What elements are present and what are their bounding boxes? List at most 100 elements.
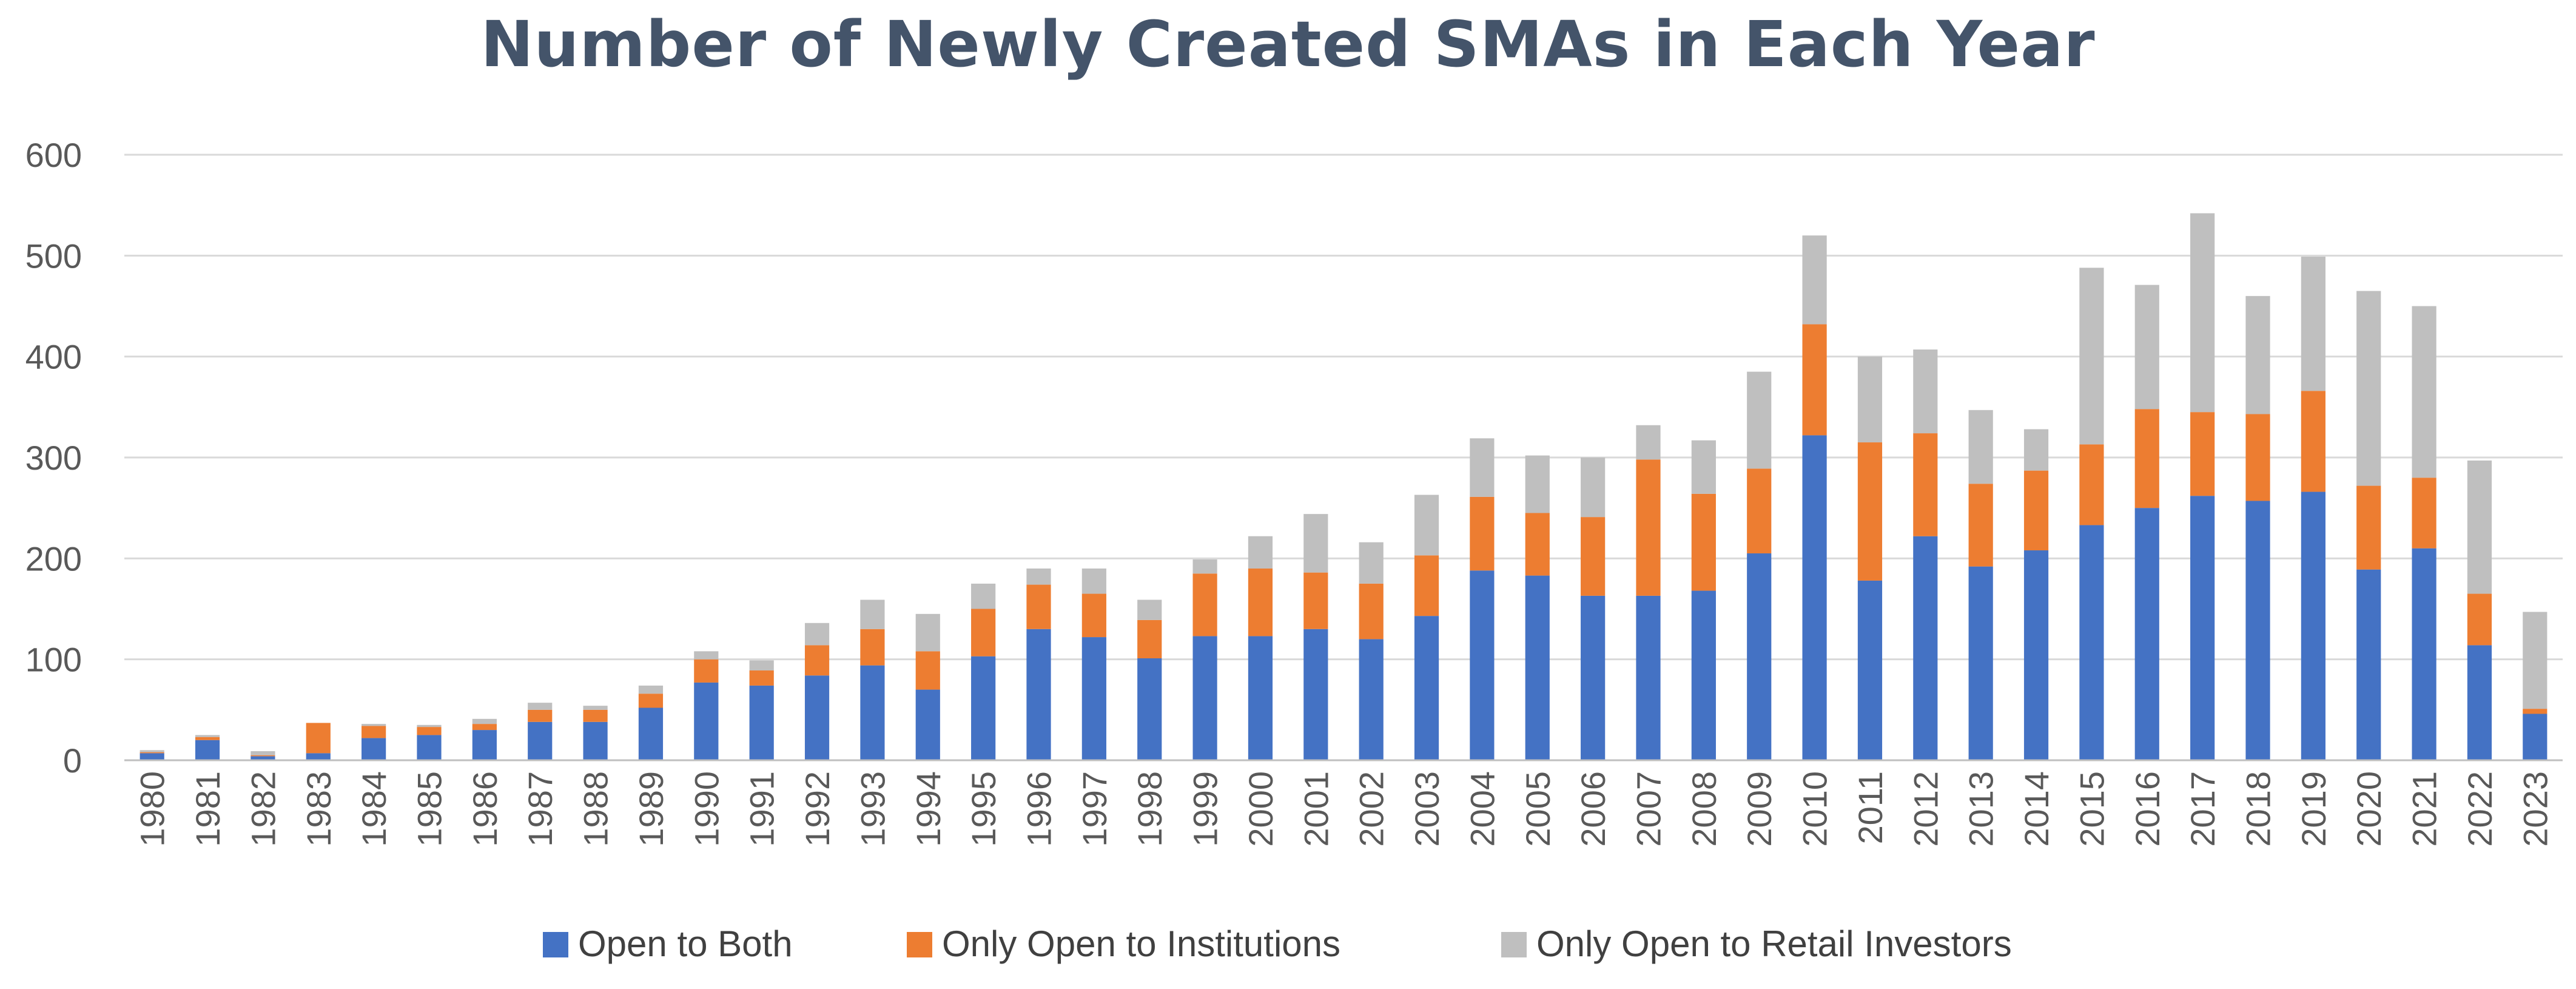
x-tick-label: 2011 <box>1851 771 1889 844</box>
bar-1998-series-2 <box>1137 599 1162 620</box>
bar-2009-series-0 <box>1747 553 1772 760</box>
bar-1982-series-1 <box>251 755 275 757</box>
x-tick-label: 2001 <box>1297 771 1335 847</box>
bar-2005-series-2 <box>1525 455 1550 513</box>
bar-1986-series-0 <box>472 730 497 760</box>
x-tick-label: 1994 <box>909 771 947 847</box>
bar-2016-series-0 <box>2134 508 2159 760</box>
x-tick-label: 2010 <box>1796 771 1834 847</box>
legend-label-1: Only Open to Institutions <box>942 923 1340 964</box>
bar-2012-series-2 <box>1913 349 1938 434</box>
bar-2001-series-2 <box>1303 514 1328 573</box>
bar-1996-series-0 <box>1026 629 1051 760</box>
x-tick-label: 1990 <box>687 771 725 847</box>
x-tick-label: 1989 <box>632 771 670 847</box>
bar-2019-series-1 <box>2301 391 2325 492</box>
y-axis-ticks: 0 100 200 300 400 500 600 <box>25 136 82 780</box>
bar-1984-series-0 <box>362 738 386 760</box>
legend-swatch-0 <box>543 932 568 957</box>
bar-2002-series-2 <box>1359 542 1384 584</box>
bar-2022-series-2 <box>2467 460 2492 594</box>
bar-2000-series-2 <box>1248 536 1273 569</box>
bar-1991-series-2 <box>749 660 774 670</box>
x-tick-label: 1985 <box>411 771 449 847</box>
x-tick-label: 1993 <box>853 771 892 847</box>
x-tick-label: 1987 <box>521 771 559 847</box>
x-tick-label: 1988 <box>577 771 615 847</box>
x-tick-label: 1998 <box>1131 771 1169 847</box>
bar-2020-series-2 <box>2356 291 2381 486</box>
bar-1990-series-2 <box>694 651 719 660</box>
bar-2013-series-0 <box>1968 566 1993 760</box>
bar-2018-series-0 <box>2245 501 2270 760</box>
x-tick-label: 2004 <box>1463 771 1501 847</box>
legend-label-2: Only Open to Retail Investors <box>1536 923 2012 964</box>
x-tick-label: 2014 <box>2017 771 2056 847</box>
bar-1981-series-1 <box>195 737 220 740</box>
bar-2004-series-0 <box>1470 570 1495 760</box>
bar-1996-series-2 <box>1026 568 1051 585</box>
bar-1984-series-2 <box>362 724 386 726</box>
bar-2012-series-1 <box>1913 433 1938 536</box>
bar-2015-series-0 <box>2079 525 2104 760</box>
bar-1994-series-0 <box>915 689 940 760</box>
x-tick-label: 2000 <box>1242 771 1280 847</box>
bar-2012-series-0 <box>1913 536 1938 760</box>
bar-2005-series-1 <box>1525 513 1550 576</box>
x-tick-label: 2013 <box>1962 771 2000 847</box>
bar-2007-series-2 <box>1636 425 1661 460</box>
bar-2013-series-2 <box>1968 410 1993 484</box>
x-axis-ticks: 1980 1981 1982 1983 1984 1985 1986 1987 1988 1989… <box>133 771 2555 847</box>
x-tick-label: 2020 <box>2350 771 2388 847</box>
x-tick-label: 2018 <box>2239 771 2278 847</box>
bar-1990-series-1 <box>694 659 719 683</box>
bar-2018-series-1 <box>2245 414 2270 501</box>
x-tick-label: 1981 <box>189 771 227 847</box>
bar-2019-series-2 <box>2301 256 2325 391</box>
bar-1987-series-1 <box>528 709 553 722</box>
bar-1989-series-1 <box>638 694 664 708</box>
x-tick-label: 2017 <box>2184 771 2222 847</box>
legend-swatch-2 <box>1501 932 1527 957</box>
bar-2016-series-2 <box>2134 285 2159 410</box>
bar-2014-series-1 <box>2023 470 2049 551</box>
y-tick-label: 500 <box>25 237 82 275</box>
bar-1986-series-2 <box>472 718 497 724</box>
x-tick-label: 2007 <box>1630 771 1668 847</box>
x-tick-label: 2021 <box>2406 771 2444 847</box>
x-tick-label: 1996 <box>1020 771 1058 847</box>
x-tick-label: 2003 <box>1408 771 1446 847</box>
bar-1981-series-0 <box>195 740 220 760</box>
bar-1980-series-1 <box>140 752 164 754</box>
bar-2021-series-1 <box>2412 478 2436 549</box>
bar-2020-series-1 <box>2356 485 2381 570</box>
x-tick-label: 1983 <box>300 771 338 847</box>
bar-1987-series-2 <box>528 703 553 710</box>
bar-2002-series-0 <box>1359 639 1384 760</box>
bar-2021-series-0 <box>2412 548 2436 760</box>
bar-2006-series-0 <box>1581 595 1606 760</box>
y-tick-label: 200 <box>25 539 82 578</box>
bar-1984-series-1 <box>362 726 386 738</box>
legend-label-0: Open to Both <box>578 923 793 964</box>
bar-2010-series-1 <box>1802 324 1827 436</box>
bar-2008-series-2 <box>1691 440 1716 494</box>
bar-1999-series-2 <box>1192 559 1217 574</box>
bar-2007-series-1 <box>1636 459 1661 596</box>
bar-2003-series-1 <box>1414 555 1439 616</box>
bar-1987-series-0 <box>528 721 553 760</box>
bar-2001-series-1 <box>1303 572 1328 629</box>
bar-2009-series-2 <box>1747 371 1772 469</box>
y-tick-label: 300 <box>25 439 82 477</box>
bar-2015-series-1 <box>2079 444 2104 525</box>
x-tick-label: 2008 <box>1685 771 1723 847</box>
bar-1992-series-2 <box>804 623 830 646</box>
bar-2014-series-0 <box>2023 550 2049 760</box>
bar-1985-series-2 <box>417 724 442 727</box>
bar-2017-series-1 <box>2190 412 2215 496</box>
bar-2011-series-2 <box>1857 356 1883 443</box>
bar-2022-series-1 <box>2467 593 2492 646</box>
bar-1989-series-2 <box>638 685 664 694</box>
bar-1994-series-1 <box>915 651 940 690</box>
bar-1982-series-2 <box>251 751 275 755</box>
